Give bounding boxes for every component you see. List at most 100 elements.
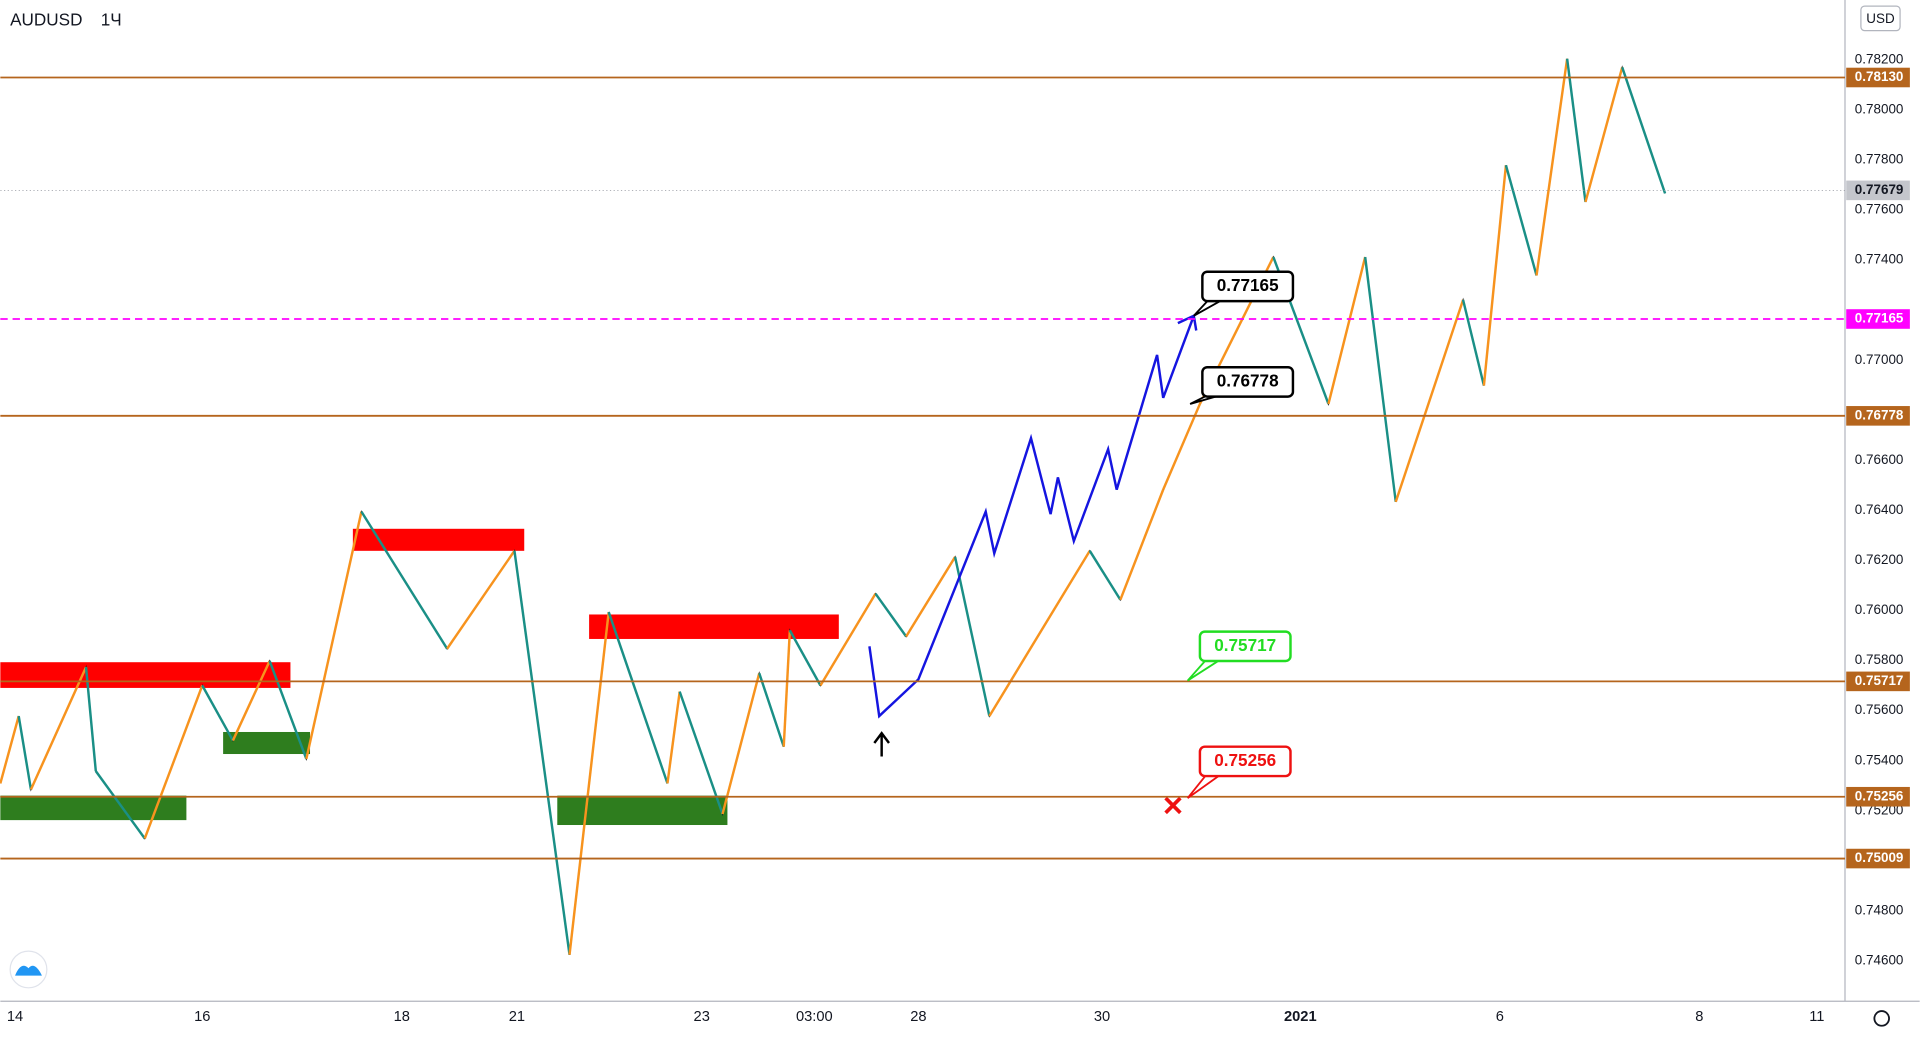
time-tick-label: 28 <box>910 1009 926 1025</box>
zigzag-leg <box>1535 58 1569 276</box>
zigzag-leg <box>1088 550 1122 601</box>
demand-zone <box>223 731 311 755</box>
price-tick-label: 0.74800 <box>1855 902 1904 917</box>
zigzag-leg <box>84 666 98 772</box>
zigzag-leg <box>874 592 908 638</box>
callout-pointer <box>1186 772 1223 799</box>
price-level-label: 0.76778 <box>1855 407 1904 422</box>
zigzag-leg <box>1119 489 1165 601</box>
zigzag-leg <box>819 593 877 687</box>
time-tick-label: 2021 <box>1284 1009 1317 1025</box>
zigzag-leg <box>201 684 234 742</box>
logo-icon <box>15 965 42 976</box>
price-level-label: 0.77165 <box>1855 311 1904 326</box>
price-level-box <box>1846 406 1910 426</box>
zigzag-leg <box>446 550 516 650</box>
zigzag-leg <box>568 611 610 955</box>
time-tick-label: 03:00 <box>796 1009 833 1025</box>
zigzag-leg <box>1394 299 1465 503</box>
price-level-box <box>1846 671 1910 692</box>
price-level-label: 0.77679 <box>1855 182 1904 197</box>
zigzag-leg <box>268 660 308 760</box>
price-level-label: 0.75717 <box>1855 673 1904 688</box>
time-tick-label: 6 <box>1496 1009 1504 1025</box>
price-tick-label: 0.78200 <box>1855 52 1904 67</box>
callout-label: 0.75256 <box>1214 750 1276 770</box>
zigzag-leg <box>788 629 822 687</box>
currency: USD <box>1866 11 1895 26</box>
price-level-box <box>1846 309 1910 329</box>
callout-pointer <box>1193 297 1225 317</box>
zigzag-leg <box>513 550 571 955</box>
time-tick-label: 14 <box>7 1009 23 1025</box>
zigzag-leg <box>905 556 957 638</box>
zigzag-leg <box>1162 403 1202 491</box>
price-tick-label: 0.76000 <box>1855 602 1904 617</box>
price-level-label: 0.75256 <box>1855 788 1904 803</box>
zigzag-leg <box>1461 299 1486 386</box>
zigzag-leg <box>305 511 363 760</box>
symbol: AUDUSD <box>10 9 82 29</box>
price-tick-label: 0.76400 <box>1855 502 1904 517</box>
zigzag-leg <box>231 660 271 742</box>
interval: 1Ч <box>101 9 122 29</box>
zigzag-leg <box>1584 67 1624 203</box>
price-tick-label: 0.75800 <box>1855 652 1904 667</box>
supply-zone <box>0 662 291 688</box>
price-tick-label: 0.74600 <box>1855 952 1904 967</box>
callout-box <box>1198 745 1292 778</box>
price-tick-label: 0.78000 <box>1855 102 1904 117</box>
price-level-box <box>1846 786 1910 807</box>
price-level-box <box>1846 67 1910 88</box>
settings-icon[interactable] <box>1873 1010 1890 1027</box>
price-tick-label: 0.75600 <box>1855 702 1904 717</box>
zigzag-leg <box>0 715 20 784</box>
callout-pointer <box>1186 657 1223 682</box>
zigzag-leg <box>1504 164 1538 276</box>
zigzag <box>0 58 1667 955</box>
callout-label: 0.76778 <box>1217 370 1279 390</box>
time-tick-label: 30 <box>1094 1009 1110 1025</box>
price-level-label: 0.75009 <box>1855 850 1904 865</box>
zigzag-leg <box>360 511 449 650</box>
price-level-box <box>1846 180 1910 201</box>
zones <box>0 528 839 826</box>
time-tick-label: 21 <box>509 1009 525 1025</box>
zigzag-leg <box>758 672 785 748</box>
zigzag-leg <box>721 672 761 815</box>
zigzag-leg <box>1482 165 1508 386</box>
demand-zone <box>557 795 728 826</box>
zigzag-leg <box>607 611 669 784</box>
callout-box <box>1198 630 1292 663</box>
zigzag-leg <box>1565 58 1587 203</box>
price-tick-label: 0.76600 <box>1855 452 1904 467</box>
callout-label: 0.75717 <box>1214 635 1276 655</box>
zigzag-leg <box>29 666 88 791</box>
price-tick-label: 0.77600 <box>1855 202 1904 217</box>
price-tick-label: 0.77400 <box>1855 252 1904 267</box>
supply-zone <box>589 614 839 639</box>
callout-box <box>1201 365 1295 398</box>
zigzag-leg <box>953 556 991 717</box>
time-tick-label: 11 <box>1809 1009 1824 1025</box>
price-tick-label: 0.77800 <box>1855 152 1904 167</box>
price-tick-label: 0.76200 <box>1855 552 1904 567</box>
zigzag-leg <box>143 685 204 839</box>
supply-zone <box>352 528 525 551</box>
price-level-box <box>1846 848 1910 869</box>
zigzag-leg <box>1363 256 1397 503</box>
currency-box[interactable] <box>1860 5 1901 32</box>
zigzag-leg <box>17 715 33 790</box>
time-tick-label: 23 <box>694 1009 710 1025</box>
price-tick-label: 0.75400 <box>1855 752 1904 767</box>
time-tick-label: 16 <box>194 1009 210 1025</box>
cross-mark <box>1164 796 1182 815</box>
zigzag-leg <box>1327 256 1367 405</box>
zigzag-leg <box>666 691 681 784</box>
zigzag-leg <box>988 550 1091 717</box>
callout-label: 0.77165 <box>1217 275 1279 295</box>
time-tick-label: 18 <box>394 1009 410 1025</box>
